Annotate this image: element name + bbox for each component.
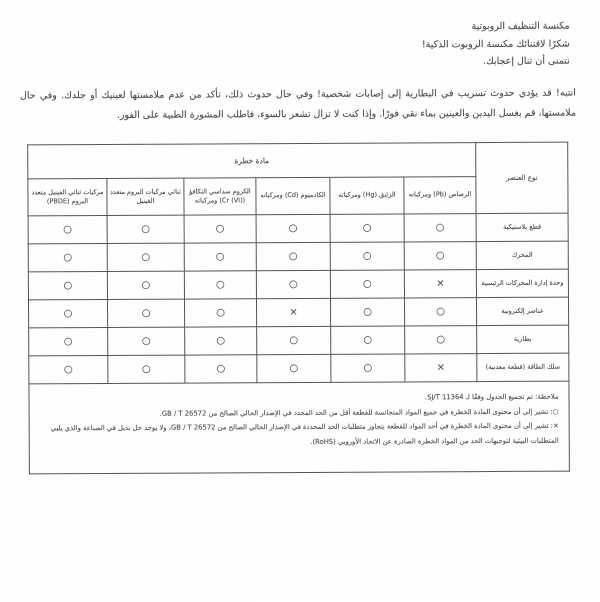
note-rohs: المتطلبات البيئية لتوجيهات الحد من الموا… [311, 436, 560, 446]
component-label: المحرك [477, 241, 570, 270]
table-header-row-1: نوع العنصر مادة خطرة [28, 142, 570, 214]
mark-cell: ○ [185, 298, 258, 328]
hazardous-substances-table: نوع العنصر مادة خطرة الرصاص (Pb) ومركبات… [28, 142, 571, 475]
table-row-power-cord: سلك الطاقة (قطعة معدنية) × ○ ○ ○ ○ ○ [29, 353, 570, 384]
mark-cell: ○ [257, 214, 332, 243]
mark-cell: ○ [108, 299, 186, 328]
mark-cell: ○ [29, 355, 109, 384]
substance-header-pbb: ثنائي مركبات البروم متعدد الفينيل [107, 178, 186, 216]
component-type-header: نوع العنصر [476, 142, 570, 214]
substance-header-crvi: الكروم سداسي التكافؤ (Cr (VI)) ومركباته [184, 177, 258, 216]
mark-cell: ○ [185, 214, 258, 244]
mark-cell: ○ [405, 241, 478, 270]
mark-cell: ○ [257, 242, 332, 271]
hazardous-substance-header: مادة خطرة [28, 142, 477, 179]
mark-cell: ○ [29, 243, 109, 272]
mark-cell: ○ [108, 327, 186, 356]
table-row-motor: المحرك ○ ○ ○ ○ ○ ○ [29, 241, 570, 272]
mark-cell: ○ [29, 299, 109, 328]
mark-cell: ○ [257, 326, 332, 355]
mark-cell: ○ [405, 325, 478, 354]
mark-cell: ○ [108, 355, 186, 384]
mark-cell: × [405, 353, 478, 382]
mark-cell: ○ [185, 242, 258, 272]
table-row-battery: بطارية ○ ○ ○ ○ ○ ○ [29, 325, 570, 356]
table-row-plastic-parts: قطع بلاستيكية ○ ○ ○ ○ ○ ○ [29, 213, 570, 244]
mark-cell: ○ [108, 271, 186, 300]
mark-cell: ○ [29, 215, 109, 244]
mark-cell: ○ [331, 325, 406, 355]
component-label: بطارية [477, 325, 570, 354]
mark-cell: ○ [185, 270, 258, 300]
mark-cell: ○ [405, 213, 478, 242]
table-row-main-motor-unit: وحدة إدارة المحركات الرئيسية × ○ ○ ○ ○ ○ [29, 269, 570, 300]
mark-cell: ○ [405, 297, 478, 326]
mark-cell: ○ [29, 271, 109, 300]
substance-header-cd: الكادميوم (Cd) ومركباته [256, 177, 332, 215]
table-notes-row: ملاحظة: تم تجميع الجدول وفقًا لـ SJ/T 11… [29, 381, 571, 474]
table-row-electronic-components: عناصر إلكترونية ○ ○ × ○ ○ ○ [29, 297, 570, 328]
battery-warning-paragraph: انتبه! قد يؤدي حدوث تسريب في البطارية إل… [20, 87, 578, 121]
mark-cell: ○ [257, 354, 332, 383]
table-notes: ملاحظة: تم تجميع الجدول وفقًا لـ SJ/T 11… [29, 381, 571, 474]
product-title: مكنسة التنظيف الروبوتية [472, 20, 571, 33]
mark-cell: ○ [331, 241, 406, 271]
mark-cell: ○ [331, 297, 406, 327]
mark-cell: ○ [331, 213, 406, 243]
wish-line: نتمنى أن تنال إعجابك. [483, 55, 571, 68]
mark-cell: × [405, 269, 478, 298]
mark-cell: ○ [331, 353, 406, 383]
component-label: عناصر إلكترونية [477, 297, 570, 326]
mark-cell: ○ [331, 269, 406, 299]
page-heading: مكنسة التنظيف الروبوتية شكرًا لاقتنائك م… [27, 18, 571, 73]
substance-header-hg: الزئبق (Hg) ومركباته [330, 176, 406, 215]
mark-cell: ○ [108, 243, 186, 272]
mark-cell: ○ [108, 215, 186, 244]
mark-cell: ○ [257, 270, 332, 299]
component-label: قطع بلاستيكية [477, 213, 570, 242]
mark-cell: ○ [185, 326, 258, 356]
mark-cell: ○ [29, 327, 109, 356]
component-label: سلك الطاقة (قطعة معدنية) [477, 353, 570, 382]
mark-cell: ○ [185, 354, 258, 384]
component-label: وحدة إدارة المحركات الرئيسية [477, 269, 570, 298]
mark-cell: × [257, 298, 332, 327]
substance-header-pbde: مركبات ثنائي الفينيل متعدد البروم (PBDE) [28, 178, 109, 216]
substance-header-pb: الرصاص (Pb) ومركباته [404, 176, 478, 214]
